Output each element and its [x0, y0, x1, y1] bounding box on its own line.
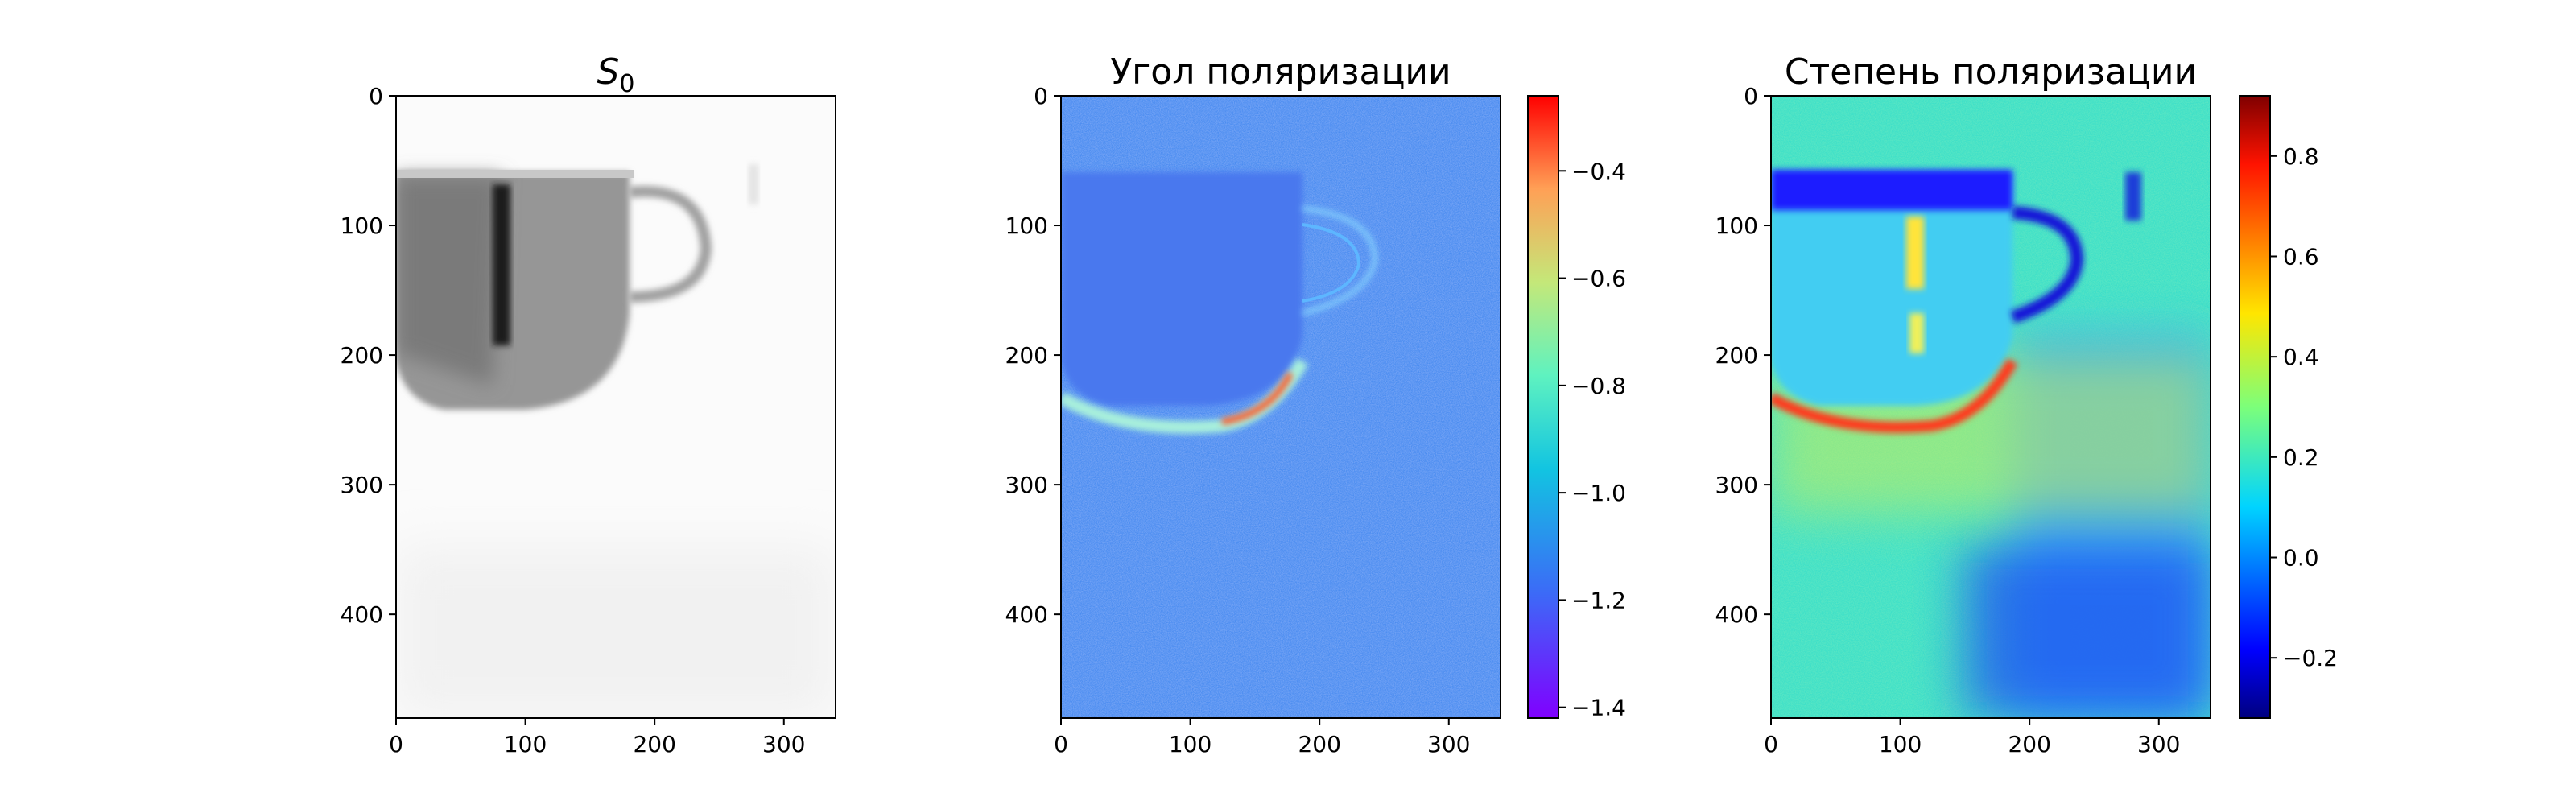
panel-s0-yaxis: 0 100 200 300 400 — [341, 83, 396, 628]
colorbar-tick-label: 0.6 — [2283, 243, 2319, 270]
ytick-label: 400 — [1005, 601, 1048, 628]
xtick-label: 0 — [389, 731, 403, 758]
panel-angle-image — [1061, 96, 1501, 718]
ytick-label: 0 — [1744, 83, 1758, 109]
colorbar-tick-label: 0.2 — [2283, 444, 2319, 471]
ytick-label: 300 — [1005, 472, 1048, 498]
colorbar-tick-label: −1.4 — [1571, 695, 1626, 721]
panel-degree: Степень поляризации 0 100 200 300 0 100 200 30… — [1715, 52, 2338, 758]
panel-s0-xaxis: 0 100 200 300 — [389, 718, 805, 758]
xtick-label: 200 — [2008, 731, 2050, 758]
panel-s0-title-sub: 0 — [619, 70, 634, 98]
xtick-label: 300 — [1427, 731, 1470, 758]
panel-degree-title: Степень поляризации — [1785, 52, 2197, 93]
colorbar-tick-label: −0.6 — [1571, 266, 1626, 292]
xtick-label: 300 — [762, 731, 805, 758]
ytick-label: 0 — [1034, 83, 1048, 109]
panel-angle-title: Угол поляризации — [1110, 52, 1451, 93]
colorbar-tick-label: 0.0 — [2283, 545, 2319, 572]
colorbar-degree-frame — [2239, 95, 2271, 719]
ytick-label: 400 — [1715, 601, 1758, 628]
colorbar-angle-ticks: −0.4 −0.6 −0.8 −1.0 −1.2 −1.4 — [1558, 158, 1626, 721]
ytick-label: 200 — [1005, 342, 1048, 369]
colorbar-tick-label: −0.4 — [1571, 158, 1626, 184]
ytick-label: 100 — [1715, 213, 1758, 239]
xtick-label: 200 — [633, 731, 675, 758]
panel-angle-yaxis: 0 100 200 300 400 — [1005, 83, 1061, 628]
colorbar-tick-label: 0.8 — [2283, 143, 2319, 170]
panel-angle-frame — [1060, 95, 1501, 719]
xtick-label: 300 — [2137, 731, 2180, 758]
ytick-label: 300 — [341, 472, 383, 498]
ytick-label: 400 — [341, 601, 383, 628]
panel-angle: Угол поляризации 0 100 200 300 0 100 200 300 40… — [1005, 52, 1626, 758]
panel-degree-frame — [1770, 95, 2211, 719]
panel-s0-image — [396, 96, 836, 718]
ytick-label: 200 — [341, 342, 383, 369]
panel-s0-title: S0 — [597, 52, 634, 98]
ytick-label: 300 — [1715, 472, 1758, 498]
panel-degree-xaxis: 0 100 200 300 — [1764, 718, 2180, 758]
xtick-label: 100 — [1169, 731, 1212, 758]
colorbar-degree-ticks: 0.8 0.6 0.4 0.2 0.0 −0.2 — [2270, 143, 2338, 671]
colorbar-tick-label: −0.8 — [1571, 373, 1626, 399]
xtick-label: 0 — [1764, 731, 1778, 758]
ytick-label: 100 — [1005, 213, 1048, 239]
xtick-label: 0 — [1054, 731, 1068, 758]
ytick-label: 200 — [1715, 342, 1758, 369]
panel-s0-frame — [395, 95, 836, 719]
colorbar-tick-label: 0.4 — [2283, 344, 2319, 370]
colorbar-angle-frame — [1527, 95, 1559, 719]
xtick-label: 100 — [1879, 731, 1922, 758]
colorbar-degree — [2240, 96, 2270, 718]
ytick-label: 100 — [341, 213, 383, 239]
colorbar-tick-label: −1.2 — [1571, 587, 1626, 613]
ytick-label: 0 — [369, 83, 383, 109]
panel-s0-title-base: S — [597, 52, 619, 93]
colorbar-angle — [1528, 96, 1558, 718]
colorbar-tick-label: −1.0 — [1571, 480, 1626, 506]
panel-angle-xaxis: 0 100 200 300 — [1054, 718, 1470, 758]
panel-degree-image — [1771, 96, 2211, 718]
xtick-label: 100 — [504, 731, 547, 758]
xtick-label: 200 — [1298, 731, 1340, 758]
colorbar-tick-label: −0.2 — [2283, 645, 2338, 671]
panel-degree-yaxis: 0 100 200 300 400 — [1715, 83, 1771, 628]
